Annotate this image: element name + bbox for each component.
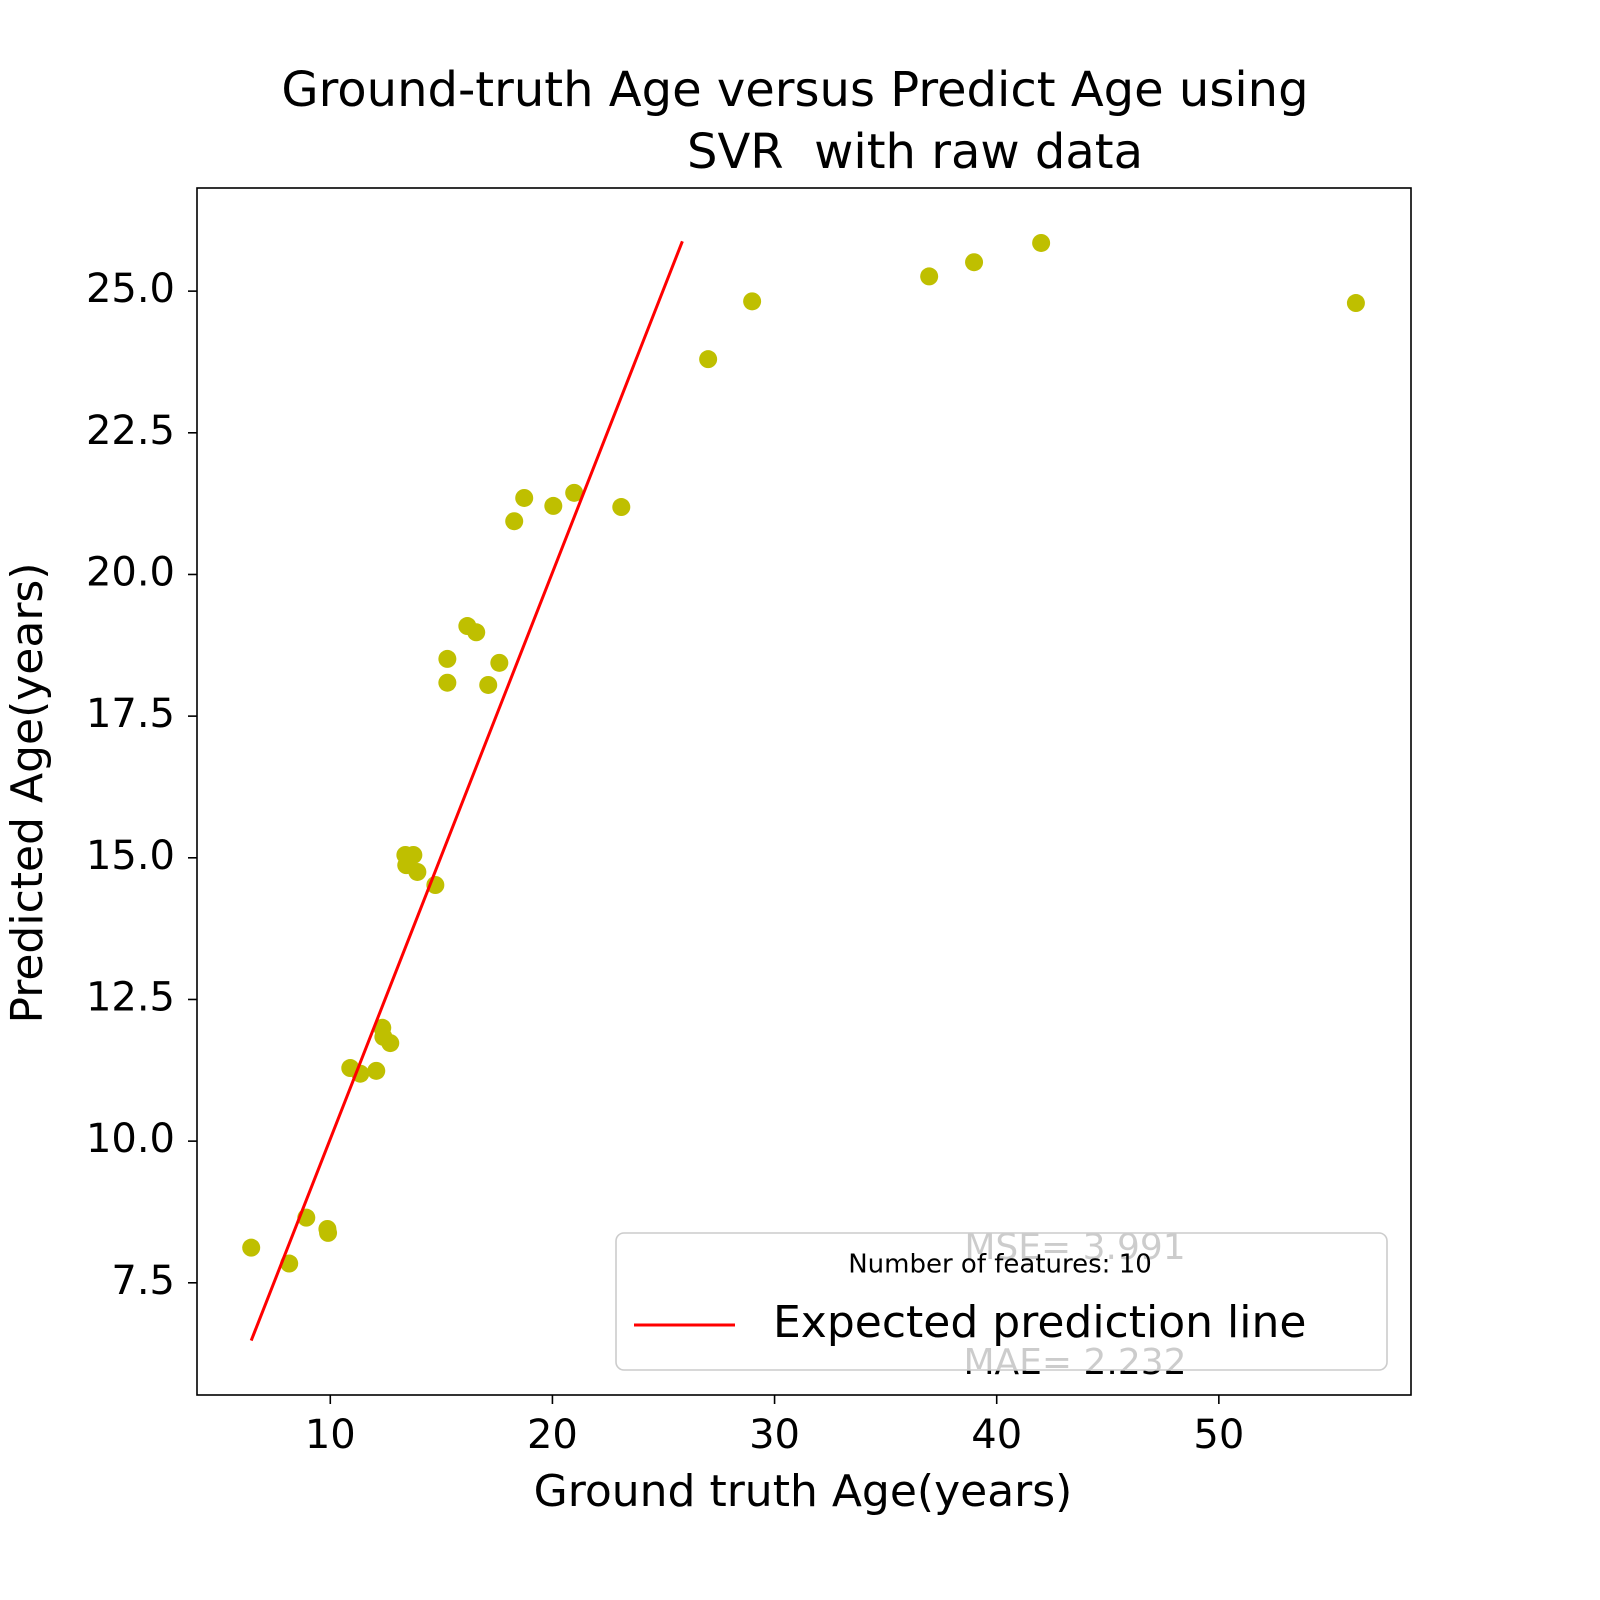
y-tick-label: 20.0 [86, 549, 175, 595]
plot-frame [196, 187, 1412, 1396]
y-axis-label: Predicted Age(years) [2, 562, 53, 1023]
point [544, 496, 563, 515]
point [319, 1223, 338, 1242]
point [381, 1034, 400, 1053]
point [505, 512, 524, 531]
point [743, 292, 762, 311]
point [479, 675, 498, 694]
point [351, 1064, 370, 1083]
point [965, 253, 984, 272]
x-tick-label: 50 [1193, 1412, 1244, 1458]
point [1032, 233, 1051, 252]
x-axis-label: Ground truth Age(years) [534, 1466, 1073, 1517]
y-tick-label: 12.5 [86, 974, 175, 1020]
point [612, 498, 631, 517]
legend-title: Number of features: 10 [848, 1250, 1152, 1280]
y-tick-label: 15.0 [86, 833, 175, 879]
y-tick-label: 17.5 [86, 691, 175, 737]
y-tick-label: 7.5 [111, 1258, 175, 1304]
point [408, 862, 427, 881]
point [438, 649, 457, 668]
x-tick-label: 20 [527, 1412, 578, 1458]
point [515, 488, 534, 507]
point [242, 1238, 261, 1257]
x-tick-label: 40 [971, 1412, 1022, 1458]
point [438, 673, 457, 692]
point [920, 267, 939, 286]
y-tick-label: 10.0 [86, 1116, 175, 1162]
y-tick-label: 25.0 [86, 266, 175, 312]
x-tick-label: 30 [749, 1412, 800, 1458]
point [565, 483, 584, 502]
point [467, 623, 486, 642]
x-tick-label: 10 [305, 1412, 356, 1458]
chart-title: SVR with raw data [687, 124, 1143, 180]
plot-area [242, 233, 1365, 1342]
y-tick-label: 22.5 [86, 408, 175, 454]
legend-label: Expected prediction line [773, 1297, 1306, 1348]
point [1346, 294, 1365, 313]
point [699, 350, 718, 369]
point [490, 653, 509, 672]
point [367, 1061, 386, 1080]
chart-title: Ground-truth Age versus Predict Age usin… [281, 62, 1308, 118]
legend-box [615, 1232, 1388, 1371]
expected-line [249, 240, 684, 1342]
